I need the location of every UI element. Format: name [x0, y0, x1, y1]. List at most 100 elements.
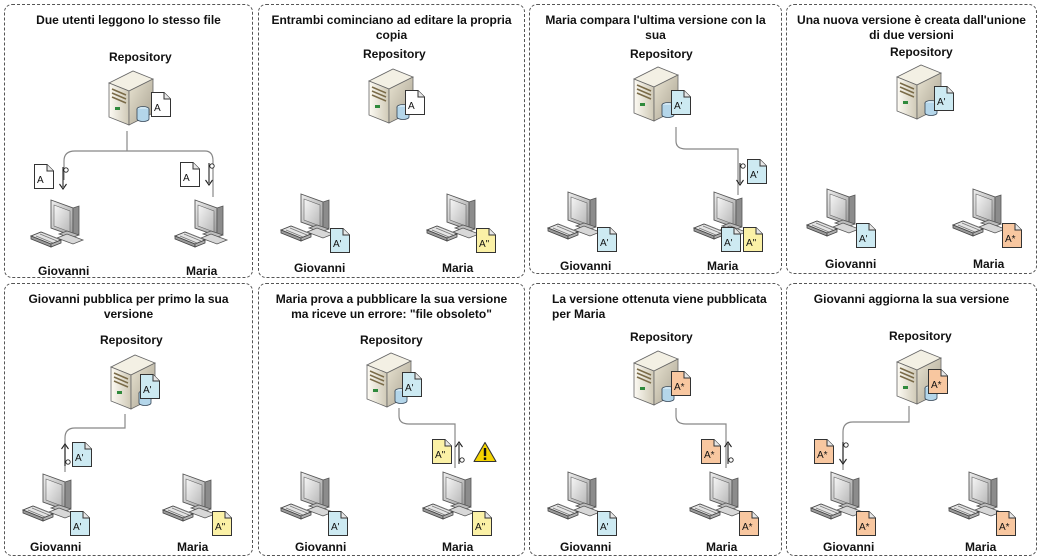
right-computer-document: A* — [995, 510, 1017, 537]
panel-2: Entrambi cominciano ad editare la propri… — [258, 4, 525, 278]
svg-text:A": A" — [475, 522, 486, 533]
server-document: A' — [670, 89, 692, 116]
svg-text:A': A' — [600, 238, 609, 249]
svg-text:A': A' — [73, 522, 82, 533]
user-label-left: Giovanni — [30, 540, 82, 554]
right-computer-document: A* — [1001, 222, 1023, 249]
computer-icon — [277, 192, 341, 250]
svg-text:A': A' — [674, 101, 683, 112]
download-arrow-icon — [203, 161, 215, 187]
computer-icon — [423, 192, 487, 250]
upload-arrow-icon — [453, 440, 465, 466]
floating-document: A* — [813, 438, 835, 465]
server-document: A* — [670, 370, 692, 397]
panel-1: Due utenti leggono lo stesso file Reposi… — [4, 4, 253, 278]
upload-arrow-icon — [722, 440, 734, 466]
upload-arrow-icon — [59, 442, 71, 468]
repository-label: Repository — [889, 329, 952, 343]
server-document: A' — [139, 373, 161, 400]
server-document: A' — [401, 371, 423, 398]
user-label-right: Maria — [177, 540, 209, 554]
computer-icon — [686, 470, 750, 528]
svg-text:A*: A* — [742, 522, 753, 533]
svg-text:A': A' — [143, 385, 152, 396]
repository-label: Repository — [360, 333, 423, 347]
panel-title: Maria prova a pubblicare la sua versione… — [275, 292, 508, 321]
user-label-right: Maria — [706, 540, 738, 554]
user-label-left: Giovanni — [560, 540, 612, 554]
left-computer-document: A' — [69, 510, 91, 537]
user-label-right: Maria — [186, 264, 218, 278]
svg-text:A*: A* — [931, 380, 942, 391]
svg-text:A*: A* — [999, 522, 1010, 533]
repository-label: Repository — [890, 45, 953, 59]
svg-text:A': A' — [333, 239, 342, 250]
panel-title: Due utenti leggono lo stesso file — [36, 13, 221, 27]
svg-text:A': A' — [937, 97, 946, 108]
svg-text:A": A" — [479, 239, 490, 250]
warning-icon — [473, 441, 497, 463]
panel-title: Una nuova versione è creata dall'unione … — [797, 13, 1026, 42]
computer-icon — [544, 190, 608, 248]
panel-3: Maria compara l'ultima versione con la s… — [529, 4, 782, 274]
panel-7: La versione ottenuta viene pubblicata pe… — [529, 283, 782, 556]
svg-text:A": A" — [435, 450, 446, 461]
left-computer-document: A' — [596, 226, 618, 253]
svg-text:A": A" — [746, 238, 757, 249]
svg-text:A*: A* — [817, 450, 828, 461]
computer-icon — [19, 472, 83, 530]
panel-6: Maria prova a pubblicare la sua versione… — [258, 283, 525, 556]
svg-text:A*: A* — [674, 382, 685, 393]
right-computer-document: A" — [475, 227, 497, 254]
user-label-left: Giovanni — [823, 540, 875, 554]
server-document: A — [150, 91, 172, 118]
left-computer-document: A' — [855, 222, 877, 249]
svg-text:A*: A* — [1005, 234, 1016, 245]
floating-document: A* — [700, 438, 722, 465]
floating-document: A' — [71, 441, 93, 468]
panel-title: Maria compara l'ultima versione con la s… — [545, 13, 766, 42]
panel-title: La versione ottenuta viene pubblicata pe… — [552, 292, 767, 321]
right-computer-document: A" — [211, 510, 233, 537]
repository-label: Repository — [630, 47, 693, 61]
server-icon — [103, 67, 163, 129]
right-computer-document: A" — [471, 510, 493, 537]
computer-icon — [945, 470, 1009, 528]
left-computer-document: A' — [329, 227, 351, 254]
svg-text:A: A — [408, 101, 415, 112]
computer-icon — [419, 470, 483, 528]
svg-text:A': A' — [405, 383, 414, 394]
download-arrow-icon — [837, 440, 849, 466]
floating-document-right: A — [179, 161, 201, 188]
svg-text:A': A' — [724, 238, 733, 249]
svg-text:A': A' — [859, 234, 868, 245]
panel-4: Una nuova versione è creata dall'unione … — [786, 4, 1037, 274]
download-arrow-icon — [734, 161, 746, 187]
floating-document: A" — [431, 438, 453, 465]
user-label-right: Maria — [442, 540, 474, 554]
floating-document: A' — [746, 158, 768, 185]
user-label-right: Maria — [965, 540, 997, 554]
user-label-left: Giovanni — [560, 259, 612, 273]
user-label-left: Giovanni — [294, 261, 346, 275]
computer-icon — [807, 470, 871, 528]
user-label-left: Giovanni — [825, 257, 877, 271]
right-computer-document: A" — [742, 226, 764, 253]
panel-5: Giovanni pubblica per primo la sua versi… — [4, 283, 253, 556]
computer-icon — [171, 198, 235, 256]
right-computer-document-previous: A' — [720, 226, 742, 253]
svg-text:A": A" — [215, 522, 226, 533]
left-computer-document: A' — [596, 510, 618, 537]
repository-label: Repository — [109, 50, 172, 64]
svg-text:A: A — [183, 173, 190, 184]
svg-text:A*: A* — [859, 522, 870, 533]
user-label-right: Maria — [707, 259, 739, 273]
panel-8: Giovanni aggiorna la sua versione Reposi… — [786, 283, 1037, 556]
svg-text:A: A — [154, 103, 161, 114]
user-label-right: Maria — [442, 261, 474, 275]
download-arrow-icon — [57, 165, 69, 191]
computer-icon — [949, 187, 1013, 245]
panel-title: Giovanni aggiorna la sua versione — [813, 292, 1010, 306]
computer-icon — [803, 187, 867, 245]
svg-text:A: A — [37, 175, 44, 186]
